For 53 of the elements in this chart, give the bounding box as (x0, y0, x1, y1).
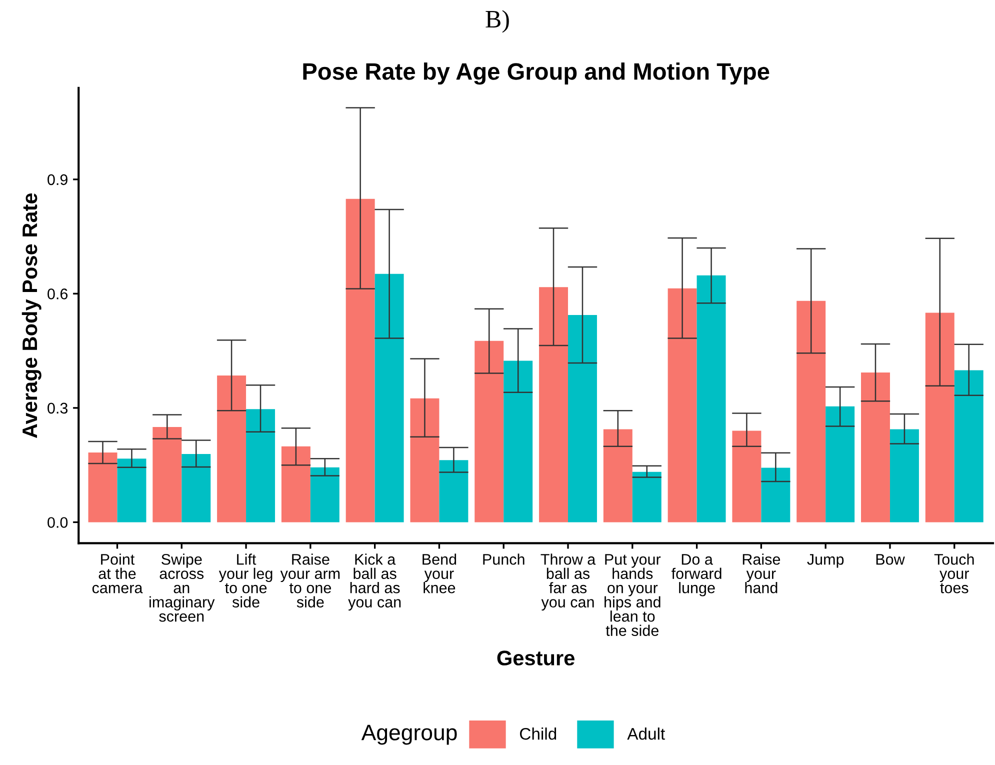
bar (152, 426, 182, 522)
x-tick-label: Bow (876, 554, 905, 565)
y-tick-label: 0.9 (48, 174, 68, 186)
bar (796, 300, 826, 522)
bar (117, 458, 146, 522)
text: B) (486, 10, 509, 33)
bar (732, 430, 762, 522)
bar (346, 198, 375, 522)
y-tick-label: 0.0 (48, 517, 68, 528)
x-tick-label: Lift your leg to one side (218, 554, 272, 608)
x-tick-label: Put your hands on your hips and lean to the side (604, 554, 661, 636)
bar (696, 275, 726, 522)
x-tick-label: Raise your hand (742, 554, 780, 594)
bar (539, 287, 568, 522)
bar (374, 274, 404, 522)
bar (954, 370, 984, 522)
bar (217, 376, 246, 522)
x-tick-label: Kick a ball as hard as you can (348, 554, 401, 611)
bar (632, 472, 662, 522)
bar (439, 460, 468, 522)
bar (925, 312, 954, 522)
x-tick-label: Punch (483, 554, 524, 565)
x-tick-label: Jump (807, 554, 844, 568)
bar (182, 454, 211, 522)
x-axis-title: Gesture (497, 650, 574, 666)
bar (474, 340, 504, 522)
chart-title: Pose Rate by Age Group and Motion Type (303, 62, 770, 85)
legend-title: Agegroup (361, 724, 457, 745)
bar (890, 429, 919, 522)
bar (504, 360, 533, 522)
bar (668, 288, 697, 522)
bar (603, 429, 632, 522)
x-tick-label: Swipe across an imaginary screen (150, 554, 215, 622)
bar (88, 452, 118, 522)
y-tick-label: 0.3 (48, 402, 68, 414)
x-tick-label: Bend your knee (422, 554, 456, 594)
x-tick-label: Point at the camera (92, 554, 143, 594)
bar (861, 372, 890, 522)
bar (568, 314, 597, 522)
x-tick-label: Throw a ball as far as you can (540, 554, 596, 611)
legend-label: Adult (627, 728, 666, 740)
bar (410, 398, 440, 522)
x-tick-label: Touch your toes (934, 554, 974, 594)
y-tick-label: 0.6 (48, 288, 68, 300)
bar (761, 468, 790, 522)
legend-label: Child (520, 728, 556, 740)
x-tick-label: Raise your arm to one side (280, 554, 340, 608)
bar (281, 446, 310, 522)
bar (826, 406, 855, 522)
x-tick-label: Do a forward lunge (672, 554, 722, 596)
bar (246, 409, 276, 522)
bar (310, 467, 340, 522)
y-axis-title: Average Body Pose Rate (22, 193, 42, 438)
